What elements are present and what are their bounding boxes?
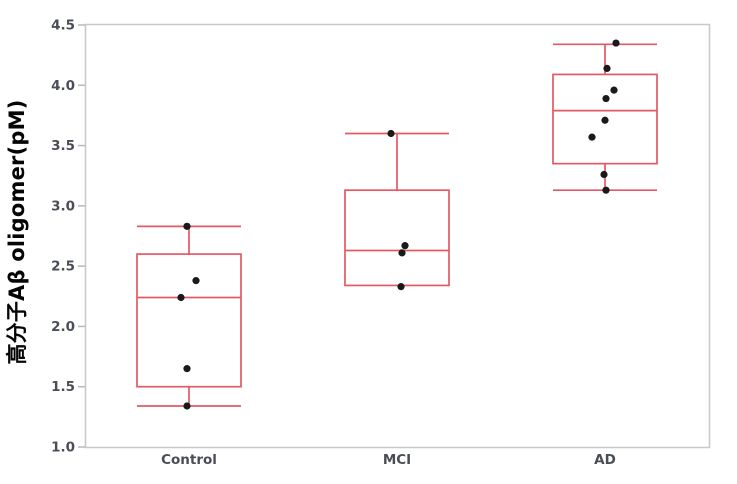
data-point — [192, 277, 200, 285]
box-iqr — [344, 189, 450, 287]
data-point — [603, 64, 611, 73]
x-category-label: MCI — [383, 452, 411, 468]
data-point — [177, 293, 185, 302]
y-tick-label: 1.5 — [51, 379, 75, 395]
y-tick-label: 4.0 — [51, 78, 75, 94]
y-tick-label: 3.5 — [51, 138, 75, 154]
y-tick-label: 2.5 — [51, 259, 75, 275]
y-axis-title: 高分子Aβ oligomer(pM) — [5, 99, 29, 365]
y-tick-label: 2.0 — [51, 319, 75, 335]
y-tick-label: 4.5 — [51, 18, 75, 34]
box-iqr — [136, 253, 242, 388]
data-point — [601, 116, 609, 124]
plot-frame — [84, 23, 711, 449]
y-tick-label: 3.0 — [51, 198, 75, 214]
data-point — [183, 365, 191, 373]
x-category-label: Control — [161, 452, 217, 468]
data-point — [397, 283, 405, 291]
data-point — [610, 86, 618, 94]
data-point — [588, 133, 596, 141]
data-point — [183, 222, 191, 230]
data-point — [401, 242, 409, 250]
x-category-label: AD — [594, 452, 616, 468]
y-tick-label: 1.0 — [51, 440, 75, 456]
data-point — [398, 249, 406, 257]
data-point — [387, 129, 395, 138]
data-point — [612, 39, 620, 47]
data-point — [602, 186, 610, 194]
data-point — [602, 94, 610, 103]
data-point — [600, 170, 608, 179]
data-point — [183, 402, 191, 410]
